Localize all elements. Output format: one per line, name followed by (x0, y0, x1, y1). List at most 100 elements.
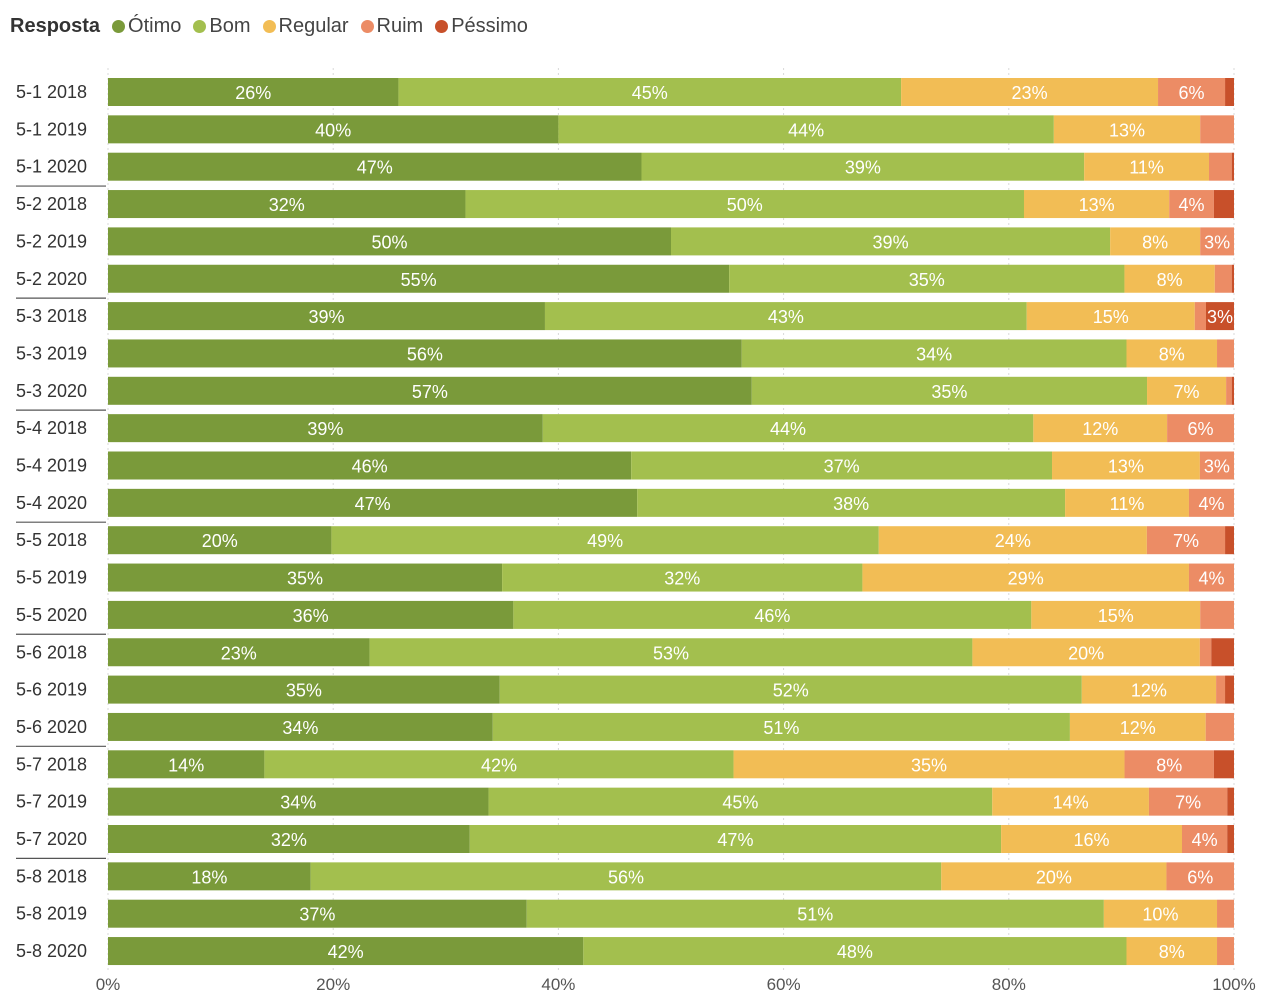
bar-segment[interactable] (1200, 115, 1234, 144)
bar-segment[interactable] (502, 563, 863, 592)
bar-segment[interactable] (526, 899, 1104, 928)
bar-segment[interactable] (1126, 339, 1218, 368)
bar-segment[interactable] (1188, 488, 1234, 517)
bar-segment[interactable] (1217, 937, 1234, 966)
bar-segment[interactable] (108, 750, 265, 779)
bar-segment[interactable] (1065, 488, 1189, 517)
bar-segment[interactable] (1146, 526, 1226, 555)
bar-segment[interactable] (641, 152, 1085, 181)
bar-segment[interactable] (1001, 825, 1182, 853)
bar-segment[interactable] (108, 376, 752, 405)
bar-segment[interactable] (108, 712, 493, 741)
bar-segment[interactable] (1126, 937, 1218, 966)
bar-segment[interactable] (1031, 600, 1201, 629)
bar-segment[interactable] (469, 825, 1002, 853)
bar-segment[interactable] (558, 115, 1054, 144)
legend-item-bom[interactable]: Bom (193, 15, 251, 38)
bar-segment[interactable] (1231, 264, 1234, 293)
bar-segment[interactable] (1200, 600, 1234, 629)
bar-segment[interactable] (1216, 675, 1226, 704)
bar-segment[interactable] (1194, 302, 1206, 331)
bar-segment[interactable] (1217, 899, 1234, 928)
bar-segment[interactable] (108, 302, 545, 331)
bar-segment[interactable] (1053, 115, 1201, 144)
bar-segment[interactable] (1026, 302, 1195, 331)
bar-segment[interactable] (398, 78, 902, 106)
bar-segment[interactable] (108, 600, 514, 629)
bar-segment[interactable] (1205, 302, 1234, 331)
bar-segment[interactable] (941, 862, 1167, 891)
bar-segment[interactable] (583, 937, 1127, 966)
bar-segment[interactable] (108, 339, 742, 368)
bar-segment[interactable] (1023, 190, 1170, 219)
bar-segment[interactable] (1227, 825, 1234, 853)
bar-segment[interactable] (741, 339, 1127, 368)
bar-segment[interactable] (729, 264, 1125, 293)
bar-segment[interactable] (1166, 862, 1234, 891)
bar-segment[interactable] (1084, 152, 1210, 181)
bar-segment[interactable] (1225, 526, 1234, 555)
bar-segment[interactable] (1217, 339, 1234, 368)
bar-segment[interactable] (1205, 712, 1234, 741)
bar-segment[interactable] (1158, 78, 1226, 106)
bar-segment[interactable] (108, 152, 642, 181)
bar-segment[interactable] (108, 937, 584, 966)
legend-item-pessimo[interactable]: Péssimo (435, 15, 528, 38)
bar-segment[interactable] (369, 638, 973, 667)
bar-segment[interactable] (631, 451, 1053, 480)
bar-segment[interactable] (544, 302, 1027, 331)
bar-segment[interactable] (1226, 376, 1232, 405)
legend-item-regular[interactable]: Regular (262, 15, 349, 38)
bar-segment[interactable] (108, 488, 638, 517)
bar-segment[interactable] (108, 675, 500, 704)
bar-segment[interactable] (1181, 825, 1228, 853)
bar-segment[interactable] (733, 750, 1125, 779)
bar-segment[interactable] (542, 414, 1034, 443)
bar-segment[interactable] (108, 451, 632, 480)
bar-segment[interactable] (671, 227, 1111, 256)
bar-segment[interactable] (499, 675, 1082, 704)
bar-segment[interactable] (1188, 563, 1234, 592)
bar-segment[interactable] (108, 227, 671, 256)
bar-segment[interactable] (108, 190, 466, 219)
bar-segment[interactable] (1148, 787, 1228, 816)
bar-segment[interactable] (310, 862, 942, 891)
bar-segment[interactable] (637, 488, 1066, 517)
bar-segment[interactable] (1167, 414, 1234, 443)
bar-segment[interactable] (1209, 152, 1232, 181)
bar-segment[interactable] (1213, 190, 1234, 219)
bar-segment[interactable] (1227, 787, 1234, 816)
bar-segment[interactable] (264, 750, 734, 779)
bar-segment[interactable] (108, 899, 527, 928)
bar-segment[interactable] (1103, 899, 1218, 928)
bar-segment[interactable] (1033, 414, 1168, 443)
bar-segment[interactable] (1069, 712, 1206, 741)
bar-segment[interactable] (488, 787, 993, 816)
bar-segment[interactable] (108, 638, 370, 667)
bar-segment[interactable] (1225, 78, 1234, 106)
bar-segment[interactable] (331, 526, 879, 555)
bar-segment[interactable] (878, 526, 1147, 555)
bar-segment[interactable] (465, 190, 1024, 219)
legend-item-otimo[interactable]: Ótimo (112, 15, 181, 38)
bar-segment[interactable] (492, 712, 1070, 741)
bar-segment[interactable] (1213, 750, 1234, 779)
bar-segment[interactable] (108, 526, 332, 555)
bar-segment[interactable] (1124, 750, 1214, 779)
bar-segment[interactable] (108, 115, 559, 144)
bar-segment[interactable] (992, 787, 1149, 816)
bar-segment[interactable] (1052, 451, 1200, 480)
bar-segment[interactable] (108, 414, 543, 443)
bar-segment[interactable] (862, 563, 1189, 592)
bar-segment[interactable] (108, 862, 311, 891)
bar-segment[interactable] (1200, 227, 1234, 256)
bar-segment[interactable] (1231, 376, 1234, 405)
bar-segment[interactable] (108, 787, 489, 816)
bar-segment[interactable] (1214, 264, 1232, 293)
bar-segment[interactable] (1199, 638, 1212, 667)
bar-segment[interactable] (108, 563, 503, 592)
bar-segment[interactable] (1110, 227, 1201, 256)
bar-segment[interactable] (1081, 675, 1217, 704)
bar-segment[interactable] (513, 600, 1032, 629)
bar-segment[interactable] (901, 78, 1159, 106)
